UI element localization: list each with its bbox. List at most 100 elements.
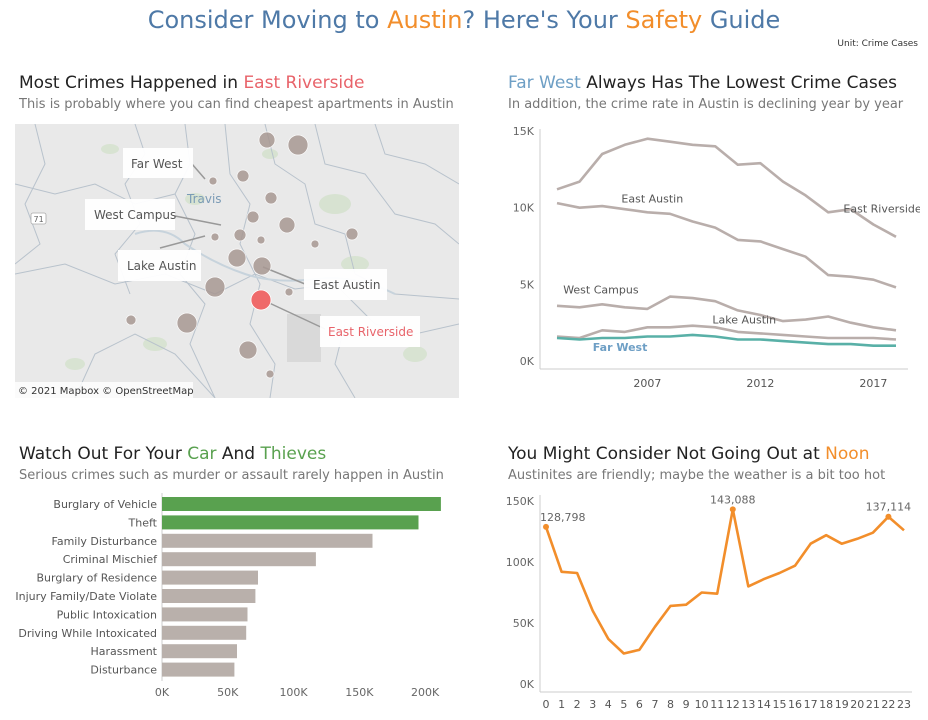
- x-tick-label: 7: [651, 698, 658, 711]
- bar-heading-text: Watch Out For Your: [19, 444, 188, 464]
- bar: [162, 625, 247, 640]
- y-tick-label: 0K: [520, 355, 535, 368]
- bar-heading: Watch Out For Your Car And Thieves: [19, 444, 326, 464]
- map-label-lake-austin: Lake Austin: [127, 259, 196, 273]
- x-tick-label: 10: [695, 698, 709, 711]
- title-text: ? Here's Your: [462, 6, 626, 34]
- x-tick-label: 23: [897, 698, 911, 711]
- x-tick-label: 1: [558, 698, 565, 711]
- series-label: East Austin: [621, 192, 683, 205]
- bar: [162, 533, 373, 548]
- map-subtitle: This is probably where you can find chea…: [19, 97, 454, 112]
- road-shield-icon: [30, 212, 47, 225]
- y-tick-label: 100K: [506, 556, 535, 569]
- x-tick-label: 0: [543, 698, 550, 711]
- bar-category-label: Family Disturbance: [52, 535, 158, 548]
- series-line-west-campus: [556, 295, 897, 332]
- y-tick-label: 150K: [506, 495, 535, 508]
- series-label: East Riverside: [843, 203, 920, 216]
- x-tick-label: 5: [620, 698, 627, 711]
- bar-chart: Burglary of Vehicle Theft Family Disturban…: [15, 493, 441, 699]
- bar: [162, 644, 237, 659]
- x-tick-label: 2: [574, 698, 581, 711]
- map-heading: Most Crimes Happened in East Riverside: [19, 73, 364, 93]
- x-tick-label: 2012: [746, 377, 774, 390]
- x-tick-label: 14: [757, 698, 771, 711]
- trend-heading: Far West Always Has The Lowest Crime Cas…: [508, 73, 897, 93]
- bar-subtitle: Serious crimes such as murder or assault…: [19, 468, 444, 483]
- hour-heading-text: You Might Consider Not Going Out at: [508, 444, 826, 464]
- map-heading-highlight: East Riverside: [243, 73, 365, 93]
- data-label: 128,798: [540, 511, 586, 524]
- title-text: Consider Moving to: [147, 6, 388, 34]
- x-tick-label: 100K: [279, 686, 308, 699]
- bar-category-label: Burglary of Vehicle: [53, 498, 157, 511]
- hour-subtitle: Austinites are friendly; maybe the weath…: [508, 468, 886, 483]
- series-line-far-west: [556, 333, 896, 347]
- east-riverside-marker[interactable]: [250, 289, 272, 311]
- bar-category-label: Public Intoxication: [57, 608, 157, 621]
- bar: [162, 570, 258, 585]
- title-safety: Safety: [625, 6, 703, 34]
- x-tick-label: 16: [788, 698, 802, 711]
- map-label-travis: Travis: [186, 192, 222, 206]
- y-tick-label: 0K: [520, 678, 535, 691]
- unit-label: Unit: Crime Cases: [837, 39, 918, 49]
- x-tick-label: 17: [804, 698, 818, 711]
- bar-category-label: Injury Family/Date Violate: [15, 590, 157, 603]
- dashboard-title: Consider Moving to Austin? Here's Your S…: [0, 6, 928, 34]
- x-tick-label: 11: [710, 698, 724, 711]
- annotated-point: [543, 523, 549, 530]
- title-text: Guide: [702, 6, 781, 34]
- series-line-lake-austin: [556, 324, 897, 341]
- annotated-point: [729, 506, 736, 513]
- x-tick-label: 0K: [155, 686, 170, 699]
- bar-category-label: Disturbance: [90, 664, 157, 677]
- y-tick-label: 5K: [520, 278, 535, 291]
- x-tick-label: 13: [741, 698, 755, 711]
- series-line-east-austin: [556, 201, 897, 289]
- trend-heading-text: Always Has The Lowest Crime Cases: [580, 73, 898, 93]
- map-label-east-riverside: East Riverside: [328, 325, 413, 339]
- hour-line: [544, 508, 905, 655]
- bar-heading-car: Car: [187, 444, 217, 464]
- map-label-east-austin: East Austin: [313, 278, 380, 292]
- x-tick-label: 12: [726, 698, 740, 711]
- x-tick-label: 8: [667, 698, 674, 711]
- hour-heading-highlight: Noon: [825, 444, 870, 464]
- x-tick-label: 4: [605, 698, 612, 711]
- bar-category-label: Driving While Intoxicated: [18, 627, 157, 640]
- bar: [162, 552, 316, 567]
- bar: [162, 497, 441, 511]
- annotated-point: [885, 513, 892, 520]
- map-label-far-west: Far West: [131, 157, 183, 171]
- bar: [162, 589, 256, 603]
- x-tick-label: 200K: [411, 686, 440, 699]
- bar: [162, 515, 419, 530]
- x-tick-label: 3: [589, 698, 596, 711]
- x-tick-label: 20: [850, 698, 864, 711]
- map-heading-text: Most Crimes Happened in: [19, 73, 244, 93]
- bar: [162, 662, 235, 677]
- x-tick-label: 50K: [217, 686, 239, 699]
- data-label: 137,114: [866, 501, 912, 514]
- map[interactable]: Travis 71 Far West West Campus: [15, 124, 459, 398]
- series-line-east-riverside: [556, 137, 897, 238]
- trend-chart: 15K 10K 5K 0K 2007 2012 2017 East Riverside East…: [513, 125, 920, 390]
- x-tick-label: 6: [636, 698, 643, 711]
- x-tick-label: 21: [866, 698, 880, 711]
- x-tick-label: 2007: [633, 377, 661, 390]
- bar-heading-thieves: Thieves: [260, 444, 327, 464]
- title-city: Austin: [387, 6, 463, 34]
- series-label: Lake Austin: [712, 313, 776, 326]
- x-tick-label: 150K: [345, 686, 374, 699]
- map-attribution[interactable]: © 2021 Mapbox © OpenStreetMap: [18, 386, 194, 397]
- x-tick-label: 18: [819, 698, 833, 711]
- bar-category-label: Criminal Mischief: [63, 553, 158, 566]
- hour-heading: You Might Consider Not Going Out at Noon: [508, 444, 869, 464]
- y-tick-label: 15K: [513, 125, 535, 138]
- bar-category-label: Burglary of Residence: [37, 572, 158, 585]
- trend-subtitle: In addition, the crime rate in Austin is…: [508, 97, 904, 112]
- trend-heading-highlight: Far West: [508, 73, 581, 93]
